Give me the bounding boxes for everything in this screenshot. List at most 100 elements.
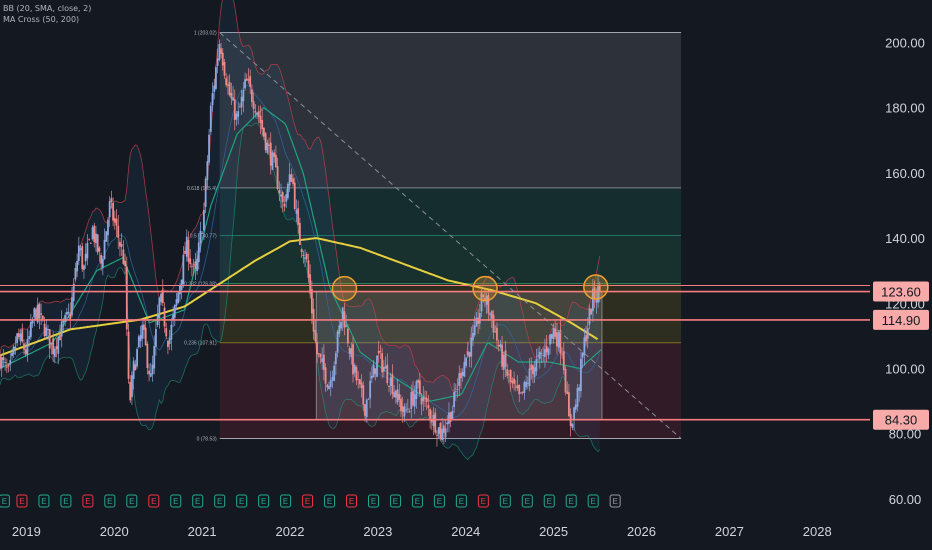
- y-tick-label: 100.00: [885, 362, 925, 377]
- earnings-marker[interactable]: [521, 494, 533, 508]
- candle-body: [48, 329, 51, 349]
- trend-line[interactable]: [219, 32, 682, 439]
- earnings-marker[interactable]: [126, 494, 138, 508]
- earnings-marker[interactable]: [38, 494, 50, 508]
- x-tick-label: 2025: [539, 524, 568, 539]
- candle-body: [81, 246, 84, 270]
- earnings-marker-letter: E: [591, 497, 596, 506]
- bb-legend[interactable]: BB (20, SMA, close, 2): [3, 4, 92, 13]
- candle-body: [562, 351, 565, 370]
- candle-body: [209, 105, 212, 133]
- candle-body: [526, 383, 529, 384]
- candle-body: [115, 218, 118, 226]
- candle-body: [410, 392, 413, 409]
- earnings-marker[interactable]: [455, 494, 467, 508]
- earnings-marker[interactable]: [346, 494, 358, 508]
- candle-body: [153, 345, 156, 369]
- earnings-marker[interactable]: [82, 494, 94, 508]
- earnings-marker-letter: E: [459, 497, 464, 506]
- candle-body: [588, 308, 591, 325]
- candle-body: [163, 307, 166, 327]
- earnings-marker[interactable]: [214, 494, 226, 508]
- earnings-marker[interactable]: [16, 494, 28, 508]
- x-tick-label: 2019: [12, 524, 41, 539]
- earnings-marker[interactable]: [302, 494, 314, 508]
- trend-line-group[interactable]: [219, 32, 682, 439]
- candle-body: [251, 89, 253, 102]
- earnings-marker-letter: E: [437, 497, 442, 506]
- candle-body: [418, 380, 421, 394]
- candle-body: [408, 411, 411, 413]
- resistance-markers[interactable]: [331, 274, 609, 302]
- earnings-marker[interactable]: [324, 494, 336, 508]
- earnings-marker[interactable]: [236, 494, 248, 508]
- candle-body: [122, 249, 125, 264]
- candle-body: [177, 292, 180, 303]
- candle-body: [415, 381, 418, 399]
- fib-level-label: 1 (203.02): [194, 31, 217, 37]
- earnings-marker[interactable]: [104, 494, 116, 508]
- earnings-marker[interactable]: [477, 494, 489, 508]
- candle-body: [319, 353, 322, 358]
- candle-body: [14, 346, 17, 349]
- candle-body: [269, 142, 272, 166]
- earnings-marker[interactable]: [565, 494, 577, 508]
- earnings-marker[interactable]: [609, 494, 621, 508]
- candle-body: [377, 350, 380, 354]
- candle-body: [444, 428, 447, 438]
- earnings-marker[interactable]: [389, 494, 401, 508]
- candle-body: [322, 354, 325, 370]
- candle-body: [417, 380, 420, 383]
- candle-body: [23, 343, 25, 350]
- resistance-touch-circle[interactable]: [583, 274, 609, 300]
- earnings-marker[interactable]: [280, 494, 292, 508]
- candle-body: [362, 385, 365, 405]
- candle-body: [38, 303, 41, 319]
- earnings-marker[interactable]: [0, 494, 10, 508]
- candle-body: [245, 78, 248, 81]
- candle-body: [252, 101, 255, 110]
- earnings-marker[interactable]: [170, 494, 182, 508]
- time-axis[interactable]: 2019 2020 2021 2022 2023 2024 2025 2026 2027 2028: [12, 524, 832, 539]
- candle-body: [310, 289, 313, 314]
- earnings-marker[interactable]: [587, 494, 599, 508]
- earnings-marker[interactable]: [192, 494, 204, 508]
- earnings-marker-letter: E: [547, 497, 552, 506]
- earnings-marker-letter: E: [371, 497, 376, 506]
- candle-body: [204, 178, 207, 207]
- candle-body: [86, 242, 89, 259]
- candle-body: [254, 110, 257, 113]
- candle-body: [194, 261, 197, 269]
- candle-body: [12, 346, 15, 355]
- earnings-marker[interactable]: [543, 494, 555, 508]
- resistance-touch-circle[interactable]: [472, 275, 498, 302]
- candle-body: [461, 371, 464, 376]
- earnings-marker[interactable]: [60, 494, 72, 508]
- ma-cross-legend[interactable]: MA Cross (50, 200): [3, 15, 80, 24]
- candle-body: [95, 233, 97, 243]
- candle-body: [257, 111, 260, 117]
- candle-body: [473, 325, 476, 336]
- earnings-marker[interactable]: [433, 494, 445, 508]
- earnings-marker[interactable]: [148, 494, 160, 508]
- price-axis[interactable]: 200.00180.00160.00140.00120.00100.0080.0…: [885, 35, 925, 507]
- candle-body: [52, 338, 55, 355]
- candle-body: [578, 387, 581, 391]
- earnings-marker[interactable]: [258, 494, 270, 508]
- earnings-marker[interactable]: [499, 494, 511, 508]
- resistance-touch-circle[interactable]: [331, 275, 358, 302]
- candle-body: [396, 389, 399, 403]
- candle-body: [302, 254, 305, 257]
- earnings-marker[interactable]: [411, 494, 423, 508]
- earnings-marker-letter: E: [612, 497, 617, 506]
- horizontal-levels[interactable]: [0, 285, 870, 421]
- fib-level-label: 0 (78.53): [197, 437, 217, 443]
- candle-body: [504, 350, 507, 367]
- earnings-marker[interactable]: [367, 494, 379, 508]
- candle-body: [499, 344, 502, 347]
- x-tick-label: 2022: [276, 524, 305, 539]
- candle-body: [460, 372, 462, 379]
